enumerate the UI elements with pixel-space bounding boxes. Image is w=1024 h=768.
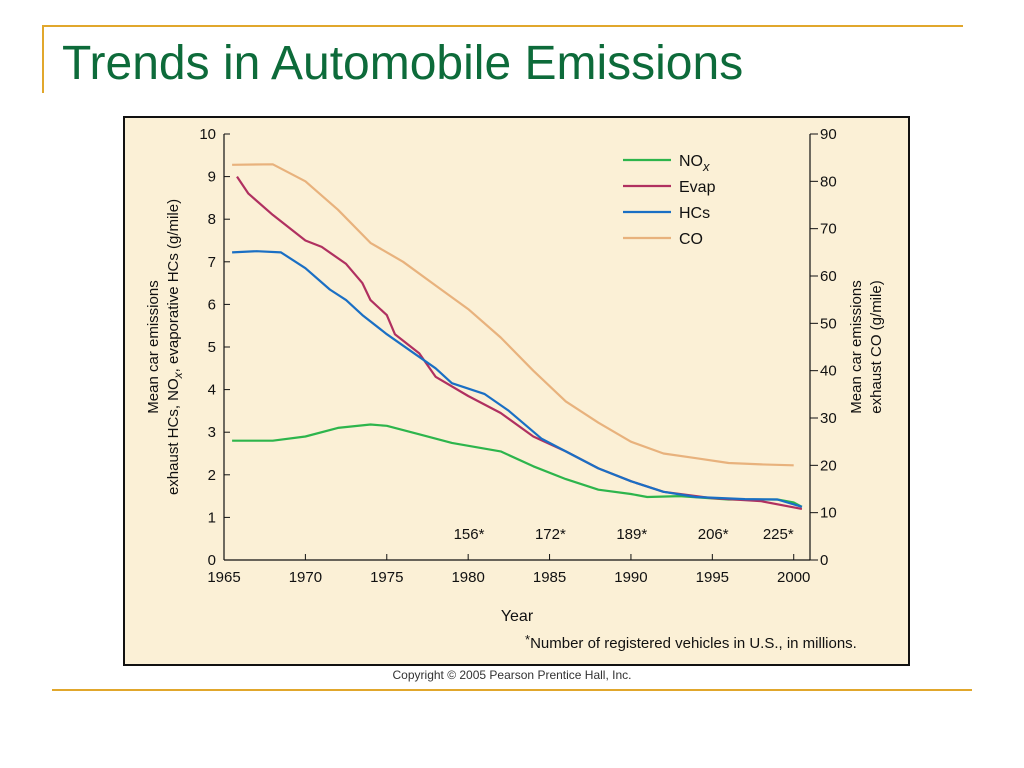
y-right-tick-label: 30 bbox=[820, 410, 837, 427]
y-left-tick-label: 7 bbox=[208, 254, 216, 271]
y-right-label: Mean car emissions exhaust CO (g/mile) bbox=[848, 280, 885, 413]
footnote: *Number of registered vehicles in U.S., … bbox=[525, 632, 857, 652]
y-right-label-line1: Mean car emissions bbox=[848, 280, 865, 413]
x-axis-label: Year bbox=[501, 608, 534, 625]
top-accent-line bbox=[42, 25, 963, 27]
copyright-text: Copyright © 2005 Pearson Prentice Hall, … bbox=[392, 668, 632, 682]
y-left-tick-label: 6 bbox=[208, 296, 216, 313]
y-right-tick-label: 70 bbox=[820, 221, 837, 238]
y-right-tick-label: 80 bbox=[820, 173, 837, 190]
y-left-tick-label: 0 bbox=[208, 552, 216, 569]
slide-title: Trends in Automobile Emissions bbox=[62, 37, 744, 90]
vehicle-count-annotation: 189* bbox=[616, 526, 647, 543]
series-line-co bbox=[232, 163, 794, 467]
series-line-hcs bbox=[232, 250, 803, 508]
legend-label: CO bbox=[679, 231, 703, 248]
y-left-tick-label: 9 bbox=[208, 169, 216, 186]
legend-label: Evap bbox=[679, 179, 716, 196]
x-tick-label: 1995 bbox=[696, 569, 729, 586]
y-left-tick-label: 10 bbox=[199, 126, 216, 143]
legend-label: HCs bbox=[679, 205, 710, 222]
y-right-label-line2: exhaust CO (g/mile) bbox=[868, 280, 885, 413]
y-right-tick-label: 10 bbox=[820, 505, 837, 522]
y-left-tick-label: 8 bbox=[208, 211, 216, 228]
y-right-tick-label: 90 bbox=[820, 126, 837, 143]
series-line-no bbox=[232, 423, 803, 508]
legend-label: NOx bbox=[679, 153, 710, 174]
y-right-tick-label: 60 bbox=[820, 268, 837, 285]
x-tick-label: 1970 bbox=[289, 569, 322, 586]
line-chart: 1965 1970 1975 1980 1985 1990 1995 2000 0 1 2 3 4 5 6 7… bbox=[145, 126, 885, 652]
y-left-tick-label: 5 bbox=[208, 339, 216, 356]
vehicle-count-annotation: 156* bbox=[454, 526, 485, 543]
left-accent-line bbox=[42, 25, 44, 93]
y-right-tick-label: 20 bbox=[820, 457, 837, 474]
y-left-tick-label: 2 bbox=[208, 467, 216, 484]
x-tick-label: 1965 bbox=[207, 569, 240, 586]
x-tick-label: 1980 bbox=[451, 569, 484, 586]
y-left-tick-label: 1 bbox=[208, 509, 216, 526]
vehicle-count-annotation: 225* bbox=[763, 526, 794, 543]
bottom-accent-line bbox=[52, 689, 972, 691]
y-right-tick-label: 0 bbox=[820, 552, 828, 569]
y-left-label-line1: Mean car emissions bbox=[145, 280, 162, 413]
vehicle-count-annotation: 172* bbox=[535, 526, 566, 543]
x-tick-label: 1985 bbox=[533, 569, 566, 586]
chart-figure: 1965 1970 1975 1980 1985 1990 1995 2000 0 1 2 3 4 5 6 7… bbox=[123, 116, 910, 666]
y-left-tick-label: 3 bbox=[208, 424, 216, 441]
vehicle-count-annotation: 206* bbox=[698, 526, 729, 543]
x-tick-label: 2000 bbox=[777, 569, 810, 586]
x-tick-label: 1975 bbox=[370, 569, 403, 586]
x-tick-label: 1990 bbox=[614, 569, 647, 586]
y-right-tick-label: 40 bbox=[820, 363, 837, 380]
y-right-tick-label: 50 bbox=[820, 315, 837, 332]
y-left-tick-label: 4 bbox=[208, 382, 216, 399]
y-left-label-line2: exhaust HCs, NOx, evaporative HCs (g/mil… bbox=[165, 199, 185, 495]
